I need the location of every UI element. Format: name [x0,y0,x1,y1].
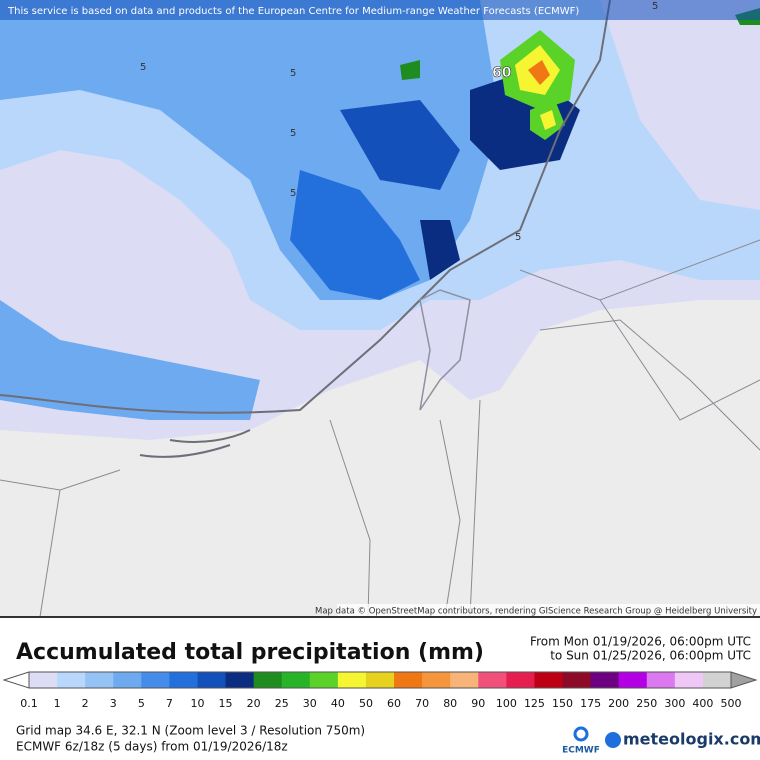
contour-label: 5 [290,188,296,199]
period-from: From Mon 01/19/2026, 06:00pm UTC [530,635,751,649]
color-swatch [478,672,507,688]
ecmwf-icon [573,726,589,742]
level-label: 40 [331,697,345,710]
precip-60 [528,60,550,85]
attribution: Map data © OpenStreetMap contributors, r… [315,607,757,617]
color-swatch [646,672,676,688]
color-swatch [562,672,592,688]
color-swatch [309,672,339,688]
color-swatch [450,672,479,688]
contour-label: 5 [515,232,521,243]
level-label: 7 [166,697,173,710]
level-label: 1 [54,697,61,710]
level-label: 175 [580,697,601,710]
level-label: 25 [275,697,289,710]
color-swatch [618,672,648,688]
level-label: 5 [138,697,145,710]
contour-label: 60 [492,65,512,81]
precip-40b [540,110,556,130]
level-label: 90 [471,697,485,710]
level-label: 50 [359,697,373,710]
legend: Accumulated total precipitation (mm) Fro… [2,635,758,710]
legend-title: Accumulated total precipitation (mm) [16,640,484,665]
coastline [0,0,611,414]
level-label: 125 [524,697,545,710]
map: This service is based on data and produc… [0,0,760,618]
brand-icon [605,732,621,748]
border-detail [419,289,471,411]
contour-label: 5 [290,68,296,79]
level-label: 30 [303,697,317,710]
color-swatch [281,672,311,688]
level-label: 15 [219,697,233,710]
notice: This service is based on data and produc… [7,6,579,17]
color-swatch [337,672,367,688]
under-arrow [2,671,30,689]
contour-label: 5 [140,62,146,73]
color-swatch [225,672,255,688]
precip-3b [0,300,260,420]
precip-10 [340,100,460,190]
color-swatch [141,672,170,688]
level-label: 3 [110,697,117,710]
level-label: 300 [664,697,685,710]
color-swatch [590,672,620,688]
level-label: 100 [496,697,517,710]
precip-7 [290,170,420,300]
color-swatch [365,672,395,688]
ecmwf-logo: ECMWF [562,746,600,756]
level-label: 150 [552,697,573,710]
level-label: 500 [721,697,742,710]
color-swatch [422,672,451,688]
level-label: 20 [247,697,261,710]
level-label: 10 [190,697,204,710]
over-arrow [730,671,758,689]
color-swatch [29,672,58,688]
color-swatch [394,672,423,688]
model-info: ECMWF 6z/18z (5 days) from 01/19/2026/18… [16,740,288,754]
level-label: 60 [387,697,401,710]
color-swatch [253,672,283,688]
color-swatch [57,672,86,688]
color-swatch [534,672,564,688]
level-label: 70 [415,697,429,710]
colorbar-frame [28,671,732,689]
color-swatch [674,672,704,688]
grid-info: Grid map 34.6 E, 32.1 N (Zoom level 3 / … [16,724,365,738]
level-label: 2 [82,697,89,710]
period-to: to Sun 01/25/2026, 06:00pm UTC [550,649,751,663]
borders [0,239,760,618]
coastline-2 [139,429,251,458]
level-label: 80 [443,697,457,710]
color-swatch [85,672,114,688]
notice-bg [0,0,760,20]
brand: meteologix.com [623,730,760,749]
color-swatch [113,672,142,688]
level-label: 250 [636,697,657,710]
precip-15b [420,220,460,280]
color-swatch [506,672,535,688]
attribution-bg [337,604,760,617]
color-swatch [702,672,732,688]
color-swatch [169,672,198,688]
precip-20 [400,60,420,80]
contour-label: 5 [652,1,658,12]
level-label: 200 [608,697,629,710]
color-swatch [197,672,227,688]
level-label: 0.1 [20,697,38,710]
contour-label: 5 [290,128,296,139]
level-label: 400 [692,697,713,710]
